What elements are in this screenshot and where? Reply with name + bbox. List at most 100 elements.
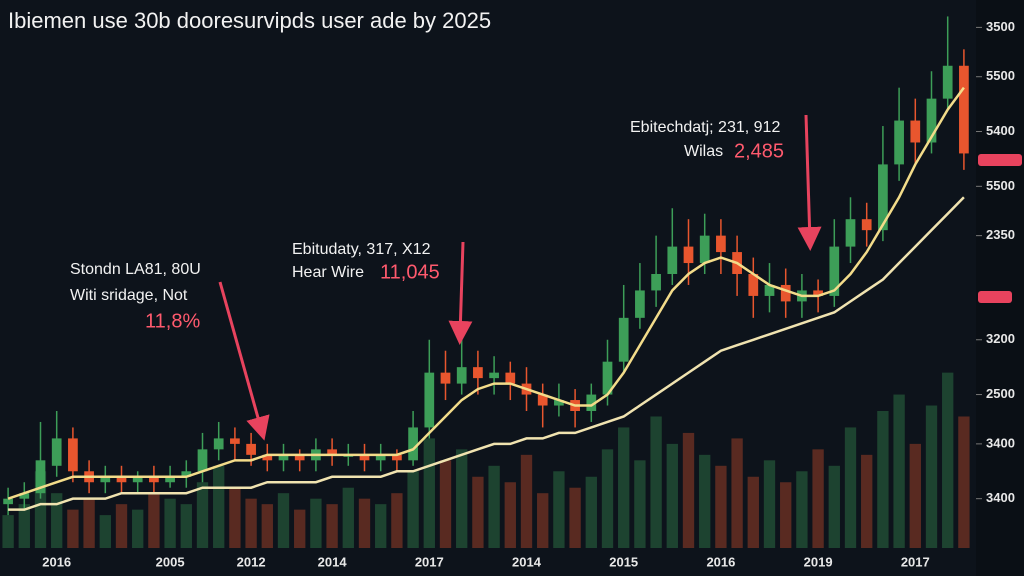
volume-bar — [634, 460, 646, 548]
annotation-text: Wilas — [684, 143, 723, 160]
candle-body — [35, 460, 46, 494]
volume-bar — [375, 504, 387, 548]
volume-bar — [666, 443, 678, 548]
volume-bar — [261, 504, 273, 548]
candle-body — [651, 274, 661, 291]
volume-bar — [391, 493, 403, 548]
candle-body — [359, 454, 370, 461]
x-tick-label: 2005 — [156, 554, 185, 569]
y-tick-label: 3400 — [986, 435, 1015, 450]
annotation-text: Ebitechdatj; 231, 912 — [630, 119, 780, 136]
candle-body — [408, 427, 418, 461]
candle-body — [894, 120, 904, 165]
volume-bar — [618, 427, 630, 548]
annotation-highlight: 11,8% — [145, 310, 200, 332]
y-tick-label: 5500 — [986, 68, 1015, 83]
candle-body — [197, 449, 208, 472]
annotation-arrow — [218, 281, 270, 441]
volume-bar — [504, 482, 516, 548]
x-tick-label: 2016 — [706, 554, 735, 569]
candle-body — [440, 372, 451, 384]
candle-body — [294, 454, 305, 461]
candle-body — [586, 394, 597, 411]
candle-body — [602, 361, 613, 395]
candle-body — [392, 454, 402, 461]
volume-bar — [294, 509, 306, 548]
volume-bar — [245, 498, 257, 548]
price-badge — [978, 291, 1012, 303]
annotation-highlight: 11,045 — [380, 261, 440, 283]
x-tick-label: 2017 — [901, 554, 930, 569]
moving-average-line — [8, 196, 965, 511]
volume-bar — [796, 471, 808, 548]
volume-bar — [407, 471, 419, 548]
volume-bar — [164, 498, 176, 548]
y-tick-label: 3400 — [986, 490, 1015, 505]
candle-body — [19, 493, 30, 499]
x-tick-label: 2016 — [42, 554, 71, 569]
candle-body — [813, 290, 823, 296]
candle-body — [489, 372, 499, 379]
candle-body — [748, 274, 759, 296]
candle-body — [132, 476, 143, 483]
candle-body — [878, 164, 888, 231]
volume-bar — [51, 493, 63, 548]
annotation-text: Stondn LA81, 80U — [70, 261, 201, 278]
volume-bar — [148, 493, 160, 548]
volume-bar — [34, 471, 47, 548]
y-tick-label: 5500 — [986, 178, 1015, 193]
volume-bar — [942, 372, 954, 548]
candle-body — [926, 98, 937, 143]
axis-panel — [976, 0, 1024, 576]
annotation-arrow — [797, 114, 822, 251]
annotation-highlight: 2,485 — [734, 140, 784, 162]
candle-body — [942, 65, 953, 99]
volume-bar — [229, 487, 241, 548]
volume-bar — [472, 476, 484, 548]
annotation-arrow — [448, 241, 473, 345]
candle-body — [262, 454, 273, 461]
candle-body — [375, 454, 386, 461]
candle-body — [116, 476, 127, 483]
candle-body — [829, 246, 840, 296]
candle-body — [635, 290, 645, 318]
volume-bar — [456, 449, 468, 548]
x-tick-label: 2015 — [609, 554, 638, 569]
volume-bar — [67, 509, 79, 548]
x-tick-label: 2019 — [804, 554, 833, 569]
volume-bar — [196, 482, 209, 548]
y-tick-label: 3200 — [986, 331, 1015, 346]
candle-body — [213, 438, 224, 450]
candle-body — [959, 65, 969, 154]
candle-body — [473, 367, 483, 379]
candle-body — [165, 476, 175, 483]
candle-body — [278, 454, 289, 461]
volume-bar — [2, 515, 14, 548]
volume-bar — [812, 449, 824, 548]
volume-bar — [358, 498, 371, 548]
candle-body — [554, 400, 564, 406]
volume-bar — [715, 465, 727, 548]
candle-body — [181, 471, 192, 477]
y-tick-label: 3500 — [986, 19, 1015, 34]
annotation-text: Hear Wire — [292, 264, 364, 281]
volume-bar — [553, 471, 565, 548]
candle-body — [764, 284, 775, 296]
volume-bar — [180, 504, 192, 548]
volume-bar — [277, 493, 290, 548]
volume-bar — [569, 487, 581, 548]
volume-bar — [747, 476, 759, 548]
volume-bar — [132, 509, 144, 548]
candle-body — [327, 449, 337, 455]
volume-bar — [650, 416, 662, 548]
candle-body — [667, 246, 678, 274]
volume-bar — [115, 504, 128, 548]
candle-body — [683, 246, 694, 264]
volume-bar — [423, 438, 435, 548]
x-tick-label: 2012 — [237, 554, 266, 569]
volume-bar — [213, 465, 225, 548]
volume-bar — [585, 476, 597, 548]
volume-bar — [699, 454, 711, 548]
x-tick-label: 2017 — [415, 554, 444, 569]
